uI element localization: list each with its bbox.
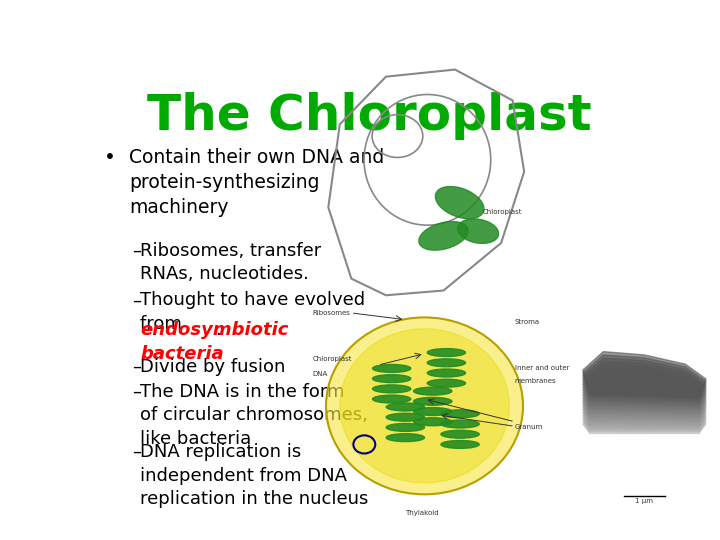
Polygon shape — [583, 368, 706, 407]
Text: Inner and outer: Inner and outer — [515, 364, 570, 370]
Polygon shape — [583, 400, 706, 428]
Polygon shape — [583, 406, 706, 431]
Text: Thought to have evolved
from: Thought to have evolved from — [140, 292, 365, 333]
Ellipse shape — [419, 221, 468, 250]
Text: •: • — [104, 148, 116, 167]
Ellipse shape — [372, 375, 411, 383]
Polygon shape — [583, 392, 706, 422]
Polygon shape — [583, 397, 706, 426]
Polygon shape — [583, 381, 706, 415]
Polygon shape — [583, 386, 706, 418]
Polygon shape — [583, 403, 706, 430]
Text: Ribosomes: Ribosomes — [312, 310, 350, 316]
Ellipse shape — [413, 397, 452, 406]
Text: .: . — [215, 321, 221, 339]
Ellipse shape — [441, 430, 480, 438]
Text: Stroma: Stroma — [515, 319, 540, 325]
Text: Contain their own DNA and
protein-synthesizing
machinery: Contain their own DNA and protein-synthe… — [129, 148, 384, 217]
Ellipse shape — [372, 385, 411, 393]
Polygon shape — [583, 377, 706, 413]
Text: –: – — [132, 443, 141, 461]
Polygon shape — [583, 365, 706, 405]
Text: –: – — [132, 358, 141, 376]
Polygon shape — [583, 352, 706, 397]
Ellipse shape — [386, 413, 425, 421]
Ellipse shape — [441, 410, 480, 418]
Ellipse shape — [441, 420, 480, 428]
Text: –: – — [132, 292, 141, 309]
Ellipse shape — [326, 318, 523, 494]
Polygon shape — [583, 409, 706, 433]
Text: Granum: Granum — [515, 423, 543, 429]
Text: The DNA is in the form
of circular chromosomes,
like bacteria: The DNA is in the form of circular chrom… — [140, 383, 368, 448]
Text: Ribosomes, transfer
RNAs, nucleotides.: Ribosomes, transfer RNAs, nucleotides. — [140, 241, 321, 283]
Ellipse shape — [413, 418, 452, 426]
Text: Thylakoid: Thylakoid — [405, 510, 439, 516]
Ellipse shape — [458, 219, 498, 244]
Polygon shape — [583, 358, 706, 401]
Ellipse shape — [386, 423, 425, 431]
Polygon shape — [583, 375, 706, 410]
Ellipse shape — [340, 329, 509, 483]
Polygon shape — [583, 383, 706, 416]
Ellipse shape — [427, 359, 466, 367]
Ellipse shape — [413, 387, 452, 395]
Text: Divide by fusion: Divide by fusion — [140, 358, 286, 376]
Ellipse shape — [427, 349, 466, 356]
Ellipse shape — [372, 364, 411, 373]
Text: –: – — [132, 383, 141, 401]
Polygon shape — [583, 389, 706, 420]
Polygon shape — [583, 372, 706, 409]
Ellipse shape — [413, 408, 452, 415]
Ellipse shape — [427, 369, 466, 377]
Text: –: – — [132, 241, 141, 260]
Ellipse shape — [372, 395, 411, 403]
Text: 1 μm: 1 μm — [635, 498, 654, 504]
Polygon shape — [583, 362, 706, 403]
Ellipse shape — [427, 379, 466, 387]
Polygon shape — [583, 395, 706, 424]
Polygon shape — [583, 355, 706, 400]
Text: DNA replication is
independent from DNA
replication in the nucleus: DNA replication is independent from DNA … — [140, 443, 369, 508]
Ellipse shape — [386, 434, 425, 442]
Ellipse shape — [386, 403, 425, 411]
Text: Chloroplast: Chloroplast — [482, 210, 522, 215]
Text: membranes: membranes — [515, 378, 557, 384]
Text: endosymbiotic
bacteria: endosymbiotic bacteria — [140, 321, 289, 363]
Text: The Chloroplast: The Chloroplast — [147, 92, 591, 140]
Text: Chloroplast: Chloroplast — [312, 355, 352, 361]
Ellipse shape — [441, 441, 480, 448]
Ellipse shape — [436, 186, 484, 219]
Text: DNA: DNA — [312, 372, 328, 377]
